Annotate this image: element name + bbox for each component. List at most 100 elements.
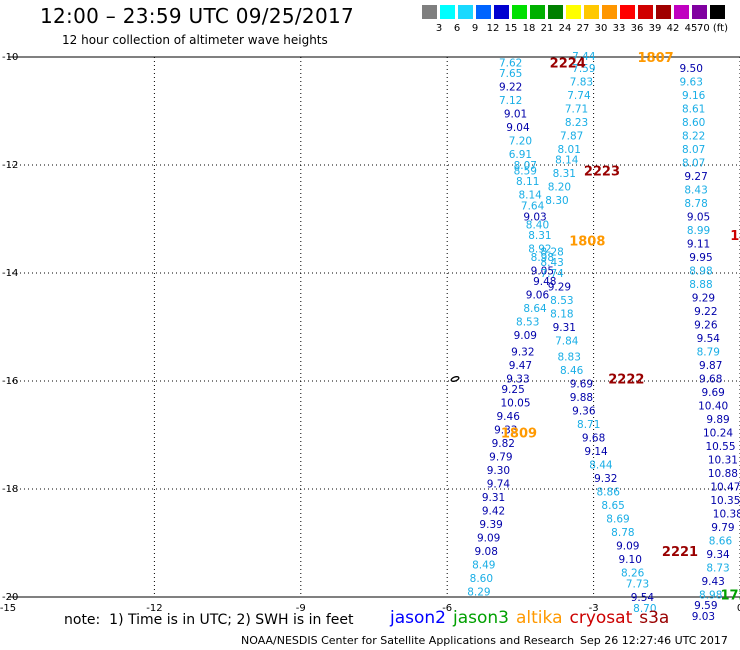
wave-height-value: 8.98: [699, 589, 722, 601]
x-tick-label: 0: [737, 603, 740, 614]
pass-label: 1807: [638, 51, 674, 66]
scale-label: 42: [666, 23, 680, 34]
wave-height-value: 8.92: [528, 244, 551, 256]
wave-height-value: 8.43: [540, 257, 563, 269]
wave-height-value: 9.29: [548, 282, 571, 294]
scale-swatch: [494, 5, 509, 19]
wave-height-value: 9.87: [699, 360, 722, 372]
wave-height-value: 8.99: [687, 225, 710, 237]
wave-height-value: 9.39: [479, 519, 502, 531]
pass-label: 14: [730, 229, 740, 244]
scale-swatch: [584, 5, 599, 19]
wave-height-value: 8.53: [516, 317, 539, 329]
scale-label: 36: [630, 23, 644, 34]
scale-label: 30: [594, 23, 608, 34]
wave-height-value: 8.98: [531, 252, 554, 264]
wave-height-value: 8.26: [621, 568, 645, 580]
scale-swatch: [440, 5, 455, 19]
wave-height-value: 9.33: [494, 425, 517, 437]
wave-height-value: 9.26: [694, 319, 718, 331]
wave-height-value: 8.60: [682, 117, 705, 129]
pass-label: 2224: [550, 56, 586, 71]
x-tick-label: -9: [296, 603, 306, 614]
wave-height-value: 10.40: [698, 400, 728, 412]
pass-label: 172: [720, 588, 740, 603]
wave-height-value: 9.29: [692, 292, 715, 304]
wave-height-value: 8.70: [633, 603, 656, 615]
wave-height-value: 8.40: [526, 219, 549, 231]
legend-s3a: s3a: [639, 608, 670, 628]
wave-height-value: 9.06: [526, 290, 550, 302]
wave-height-value: 9.59: [694, 600, 717, 612]
scale-swatch: [566, 5, 581, 19]
wave-height-value: 8.07: [514, 160, 537, 172]
chart-title: 12:00 – 23:59 UTC 09/25/2017: [40, 4, 355, 28]
scale-label: 39: [648, 23, 662, 34]
wave-height-value: 9.46: [497, 411, 521, 423]
wave-height-value: 10.88: [708, 468, 738, 480]
y-tick-label: -12: [2, 160, 18, 171]
wave-height-value: 9.43: [701, 576, 724, 588]
wave-height-value: 9.09: [616, 541, 639, 553]
wave-height-value: 8.46: [560, 365, 584, 377]
y-tick-label: -14: [2, 268, 18, 279]
wave-height-value: 9.31: [553, 322, 576, 334]
x-tick-label: -6: [442, 603, 452, 614]
wave-height-value: 7.87: [560, 130, 583, 142]
wave-height-value: 8.18: [550, 309, 573, 321]
wave-height-value: 8.44: [589, 460, 613, 472]
wave-height-value: 10.38: [713, 508, 740, 520]
wave-height-value: 8.71: [577, 419, 600, 431]
wave-height-value: 8.20: [548, 182, 571, 194]
wave-height-value: 8.30: [545, 195, 568, 207]
wave-height-value: 7.64: [521, 201, 545, 213]
wave-height-value: 9.03: [523, 211, 546, 223]
wave-height-value: 7.12: [499, 95, 522, 107]
wave-height-value: 8.83: [558, 352, 581, 364]
pass-label: 1809: [501, 426, 537, 441]
scale-swatch: [656, 5, 671, 19]
wave-height-value: 7.83: [570, 76, 593, 88]
wave-height-value: 8.88: [689, 279, 712, 291]
wave-height-value: 9.89: [706, 414, 729, 426]
wave-height-value: 8.78: [611, 527, 634, 539]
scale-swatch: [620, 5, 635, 19]
legend-altika: altika: [516, 608, 563, 628]
wave-height-value: 8.79: [697, 346, 720, 358]
wave-height-value: 9.32: [511, 346, 534, 358]
wave-height-value: 9.54: [697, 333, 721, 345]
wave-height-value: 6.91: [509, 149, 532, 161]
wave-height-value: 8.78: [684, 198, 707, 210]
scale-swatch: [692, 5, 707, 19]
wave-height-value: 9.05: [687, 211, 710, 223]
wave-height-value: 9.01: [504, 109, 527, 121]
scale-label: 3: [435, 23, 443, 34]
wave-height-value: 9.68: [699, 373, 722, 385]
land-contour: [450, 376, 460, 382]
wave-height-value: 10.35: [710, 495, 740, 507]
wave-height-value: 9.10: [619, 554, 642, 566]
wave-height-value: 9.69: [570, 379, 593, 391]
wave-height-value: 8.66: [709, 535, 733, 547]
wave-height-value: 8.14: [518, 190, 542, 202]
wave-height-value: 8.22: [682, 130, 705, 142]
scale-label: 70 (ft): [697, 23, 728, 34]
pass-label: 2221: [662, 545, 698, 560]
scale-swatch: [458, 5, 473, 19]
scale-swatch: [674, 5, 689, 19]
scale-swatch: [422, 5, 437, 19]
wave-height-value: 7.65: [499, 68, 522, 80]
x-tick-label: -15: [0, 603, 16, 614]
wave-height-value: 9.09: [514, 330, 537, 342]
scale-swatch: [476, 5, 491, 19]
wave-height-value: 7.84: [555, 336, 579, 348]
wave-height-value: 8.07: [682, 157, 705, 169]
wave-height-value: 8.65: [601, 500, 624, 512]
wave-height-value: 8.60: [470, 573, 493, 585]
scale-label: 33: [612, 23, 626, 34]
x-tick-label: -12: [146, 603, 162, 614]
wave-height-value: 8.86: [597, 487, 621, 499]
wave-height-value: 8.49: [472, 560, 495, 572]
wave-height-value: 8.53: [550, 295, 573, 307]
scale-label: 45: [684, 23, 698, 34]
